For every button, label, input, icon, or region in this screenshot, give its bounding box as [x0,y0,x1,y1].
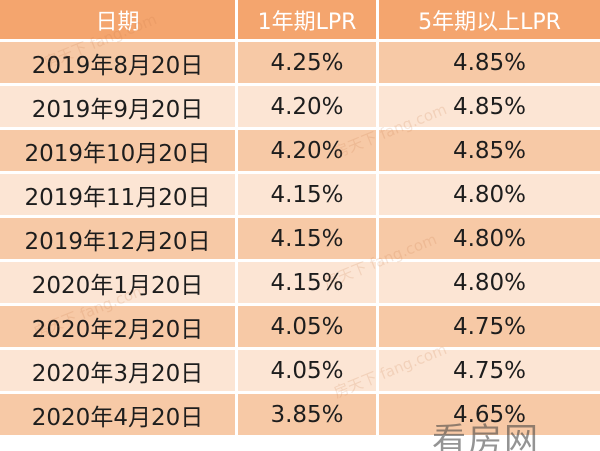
header-5y-lpr: 5年期以上LPR [379,0,600,42]
date-cell: 2019年10月20日 [0,130,238,174]
date-cell: 2020年4月20日 [0,394,238,438]
table-row: 2019年8月20日 4.25% 4.85% [0,42,600,86]
header-1y-lpr: 1年期LPR [238,0,379,42]
table-row: 2019年12月20日 4.15% 4.80% [0,218,600,262]
table-row: 2019年9月20日 4.20% 4.85% [0,86,600,130]
table-row: 2019年11月20日 4.15% 4.80% [0,174,600,218]
lpr-5y-cell: 4.80% [379,262,600,306]
lpr-5y-cell: 4.85% [379,86,600,130]
lpr-5y-cell: 4.75% [379,306,600,350]
date-cell: 2019年12月20日 [0,218,238,262]
table-row: 2019年10月20日 4.20% 4.85% [0,130,600,174]
lpr-1y-cell: 3.85% [238,394,379,438]
lpr-1y-cell: 4.25% [238,42,379,86]
lpr-5y-cell: 4.85% [379,130,600,174]
table-row: 2020年2月20日 4.05% 4.75% [0,306,600,350]
lpr-5y-cell: 4.80% [379,174,600,218]
date-cell: 2019年11月20日 [0,174,238,218]
header-date: 日期 [0,0,238,42]
date-cell: 2020年3月20日 [0,350,238,394]
lpr-5y-cell: 4.75% [379,350,600,394]
lpr-5y-cell: 4.80% [379,218,600,262]
lpr-1y-cell: 4.15% [238,262,379,306]
header-row: 日期 1年期LPR 5年期以上LPR [0,0,600,42]
lpr-5y-cell: 4.65% [379,394,600,438]
table-row: 2020年4月20日 3.85% 4.65% [0,394,600,438]
lpr-1y-cell: 4.20% [238,86,379,130]
lpr-1y-cell: 4.15% [238,218,379,262]
table-row: 2020年1月20日 4.15% 4.80% [0,262,600,306]
lpr-1y-cell: 4.15% [238,174,379,218]
date-cell: 2019年9月20日 [0,86,238,130]
lpr-1y-cell: 4.05% [238,350,379,394]
lpr-1y-cell: 4.05% [238,306,379,350]
lpr-table: 日期 1年期LPR 5年期以上LPR 2019年8月20日 4.25% 4.85… [0,0,600,438]
date-cell: 2020年2月20日 [0,306,238,350]
table-row: 2020年3月20日 4.05% 4.75% [0,350,600,394]
lpr-5y-cell: 4.85% [379,42,600,86]
lpr-1y-cell: 4.20% [238,130,379,174]
date-cell: 2020年1月20日 [0,262,238,306]
date-cell: 2019年8月20日 [0,42,238,86]
